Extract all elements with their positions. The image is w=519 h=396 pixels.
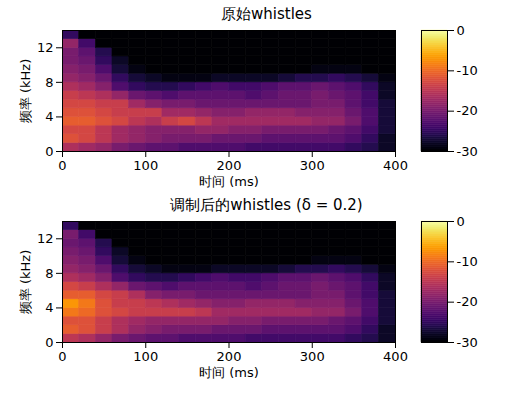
svg-text:12: 12 — [37, 231, 54, 246]
html-text:原始whistles: 原始whistles — [221, 5, 312, 23]
svg-text:0: 0 — [45, 144, 53, 159]
svg-text:时间 (ms): 时间 (ms) — [199, 365, 259, 380]
svg-text:300: 300 — [300, 349, 325, 364]
svg-text:400: 400 — [383, 158, 408, 173]
svg-text:-20: -20 — [457, 294, 478, 309]
html-text:调制后的whistles (δ = 0.2): 调制后的whistles (δ = 0.2) — [170, 196, 363, 214]
svg-text:8: 8 — [45, 75, 53, 90]
svg-text:0: 0 — [457, 215, 465, 229]
svg-text:时间 (ms): 时间 (ms) — [199, 174, 259, 189]
svg-text:200: 200 — [217, 158, 242, 173]
svg-text:-10: -10 — [457, 254, 478, 269]
svg-text:频率 (kHz): 频率 (kHz) — [18, 59, 33, 123]
svg-text:-10: -10 — [457, 63, 478, 78]
svg-text:-20: -20 — [457, 103, 478, 118]
svg-text:-30: -30 — [457, 144, 478, 159]
svg-text:4: 4 — [45, 300, 53, 315]
svg-text:-30: -30 — [457, 335, 478, 350]
svg-text:0: 0 — [58, 349, 66, 364]
svg-text:100: 100 — [133, 158, 158, 173]
svg-text:4: 4 — [45, 109, 53, 124]
svg-text:0: 0 — [457, 24, 465, 38]
svg-text:0: 0 — [45, 335, 53, 350]
svg-text:100: 100 — [133, 349, 158, 364]
svg-text:200: 200 — [217, 349, 242, 364]
svg-text:300: 300 — [300, 158, 325, 173]
svg-text:0: 0 — [58, 158, 66, 173]
svg-text:8: 8 — [45, 266, 53, 281]
svg-text:频率 (kHz): 频率 (kHz) — [18, 250, 33, 314]
svg-text:12: 12 — [37, 40, 54, 55]
svg-text:400: 400 — [383, 349, 408, 364]
